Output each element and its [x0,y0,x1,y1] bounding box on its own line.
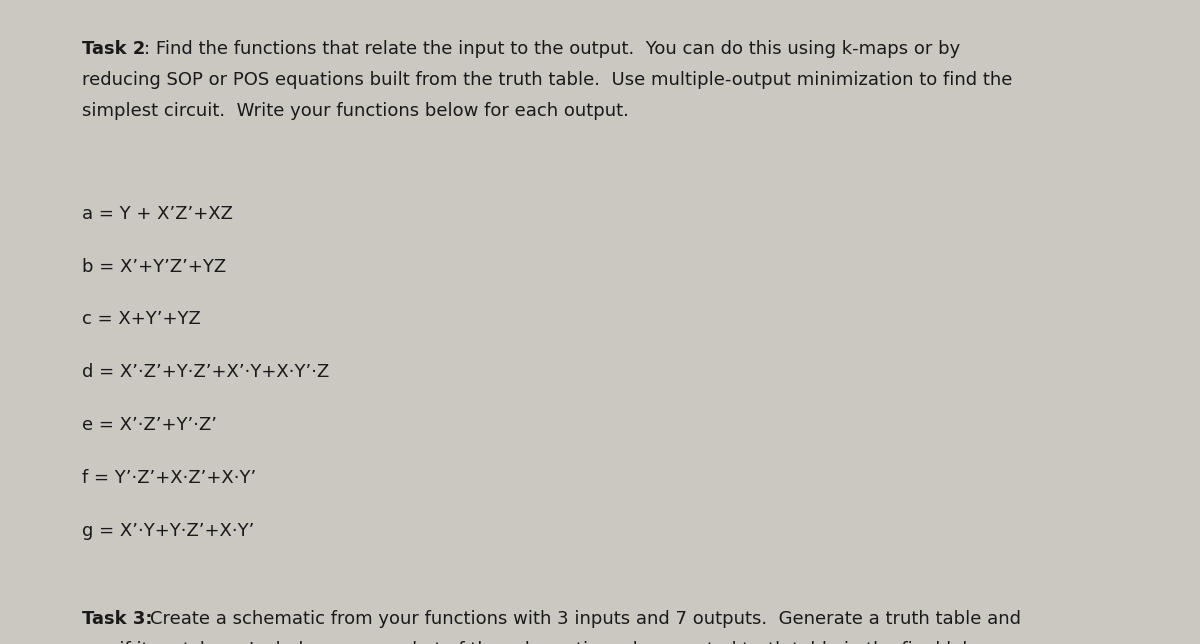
Text: b = X’+Y’Z’+YZ: b = X’+Y’Z’+YZ [82,258,226,276]
Text: a = Y + X’Z’+XZ: a = Y + X’Z’+XZ [82,205,233,223]
Text: simplest circuit.  Write your functions below for each output.: simplest circuit. Write your functions b… [82,102,629,120]
Text: f = Y’·Z’+X·Z’+X·Y’: f = Y’·Z’+X·Z’+X·Y’ [82,469,256,487]
Text: : Find the functions that relate the input to the output.  You can do this using: : Find the functions that relate the inp… [144,40,960,58]
Text: c = X+Y’+YZ: c = X+Y’+YZ [82,310,200,328]
Text: Task 3:: Task 3: [82,610,152,628]
Text: Task 2: Task 2 [82,40,145,58]
Text: g = X’·Y+Y·Z’+X·Y’: g = X’·Y+Y·Z’+X·Y’ [82,522,254,540]
Text: Create a schematic from your functions with 3 inputs and 7 outputs.  Generate a : Create a schematic from your functions w… [150,610,1021,628]
Text: e = X’·Z’+Y’·Z’: e = X’·Z’+Y’·Z’ [82,416,217,434]
Text: reducing SOP or POS equations built from the truth table.  Use multiple-output m: reducing SOP or POS equations built from… [82,71,1012,89]
Text: see if it matches.  Include a screen shot of the schematic and generated truth t: see if it matches. Include a screen shot… [82,641,979,644]
Text: d = X’·Z’+Y·Z’+X’·Y+X·Y’·Z: d = X’·Z’+Y·Z’+X’·Y+X·Y’·Z [82,363,329,381]
